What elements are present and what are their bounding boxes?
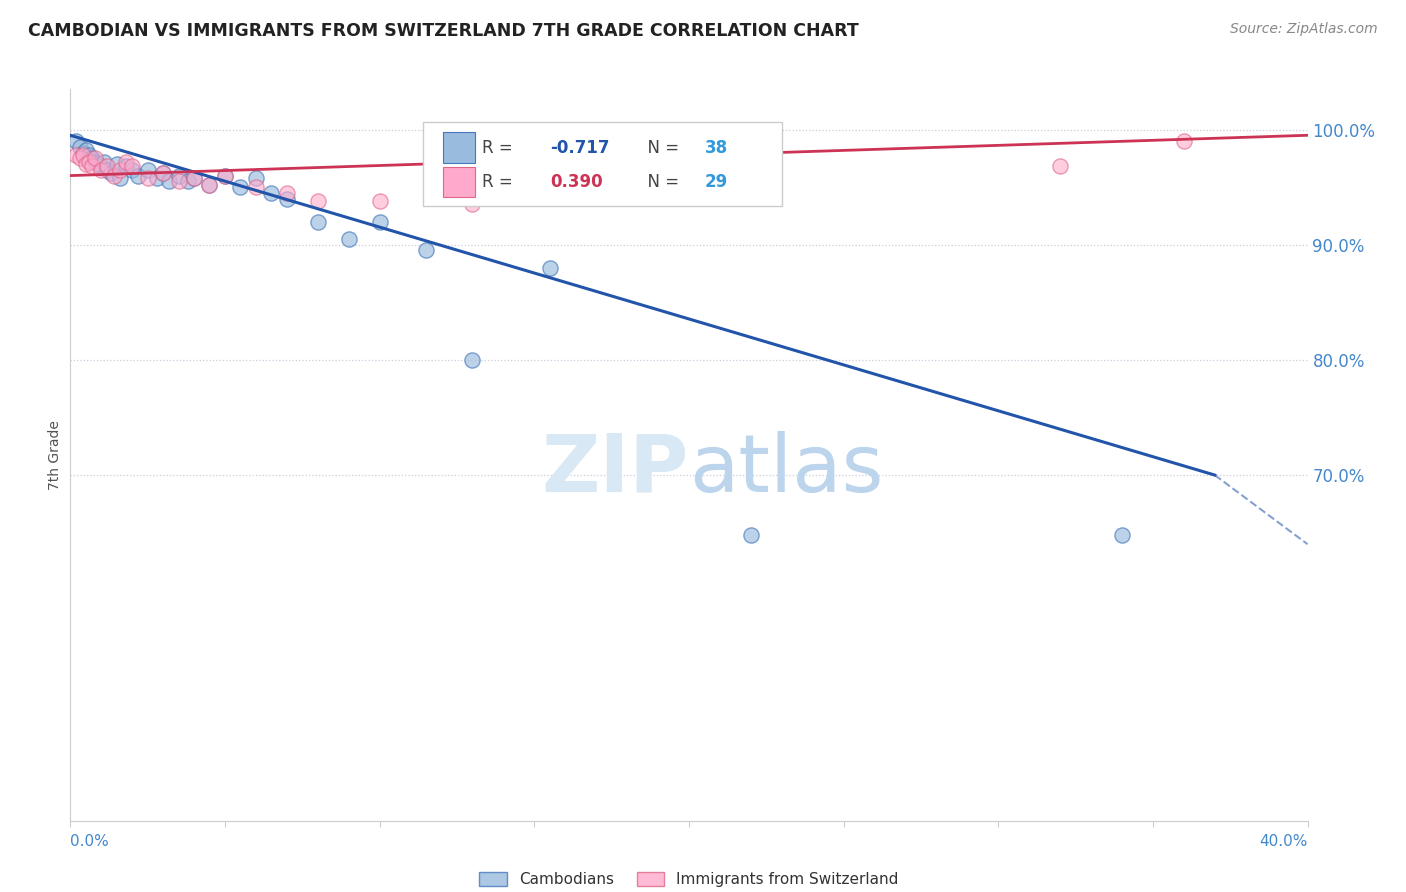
Text: Source: ZipAtlas.com: Source: ZipAtlas.com <box>1230 22 1378 37</box>
Text: 38: 38 <box>704 139 728 157</box>
Point <box>80 160 103 174</box>
Point <box>87 157 110 171</box>
Point <box>90 160 112 174</box>
Text: CAMBODIAN VS IMMIGRANTS FROM SWITZERLAND 7TH GRADE CORRELATION CHART: CAMBODIAN VS IMMIGRANTS FROM SWITZERLAND… <box>28 22 859 40</box>
Point <box>245 180 267 194</box>
Point <box>65 134 87 148</box>
Point <box>96 162 118 177</box>
Point <box>152 166 174 180</box>
Point <box>136 170 159 185</box>
Point <box>554 128 576 143</box>
FancyBboxPatch shape <box>423 122 782 206</box>
Point <box>121 160 143 174</box>
Y-axis label: 7th Grade: 7th Grade <box>48 420 62 490</box>
Point <box>146 170 169 185</box>
Text: 40.0%: 40.0% <box>1260 834 1308 849</box>
Point <box>108 170 131 185</box>
Point <box>740 528 762 542</box>
Point <box>276 186 298 200</box>
Point <box>461 352 484 367</box>
Point <box>80 151 103 165</box>
Point <box>100 166 122 180</box>
Point <box>115 160 138 174</box>
Point <box>75 157 97 171</box>
Point <box>152 166 174 180</box>
Point <box>229 180 252 194</box>
Point <box>167 169 190 183</box>
Text: R =: R = <box>482 139 519 157</box>
Point <box>108 162 131 177</box>
Point <box>307 215 329 229</box>
Text: 0.0%: 0.0% <box>70 834 110 849</box>
Point <box>1173 134 1195 148</box>
Point <box>127 169 149 183</box>
Point <box>84 154 107 169</box>
Legend: Cambodians, Immigrants from Switzerland: Cambodians, Immigrants from Switzerland <box>472 866 905 892</box>
Point <box>183 170 205 185</box>
Point <box>72 148 94 162</box>
Point <box>183 170 205 185</box>
Text: R =: R = <box>482 173 519 191</box>
Point <box>647 128 669 143</box>
Point <box>84 151 107 165</box>
Point <box>214 169 236 183</box>
Point <box>260 186 283 200</box>
Point <box>245 170 267 185</box>
Point <box>136 162 159 177</box>
Text: N =: N = <box>637 139 685 157</box>
Point <box>214 169 236 183</box>
Text: 0.390: 0.390 <box>550 173 603 191</box>
Point <box>1049 160 1071 174</box>
Point <box>307 194 329 208</box>
Text: N =: N = <box>637 173 685 191</box>
Point <box>72 145 94 160</box>
Text: ZIP: ZIP <box>541 431 689 508</box>
FancyBboxPatch shape <box>443 167 475 197</box>
Point <box>103 169 125 183</box>
Point <box>77 154 100 169</box>
Point <box>461 197 484 211</box>
Point <box>90 162 112 177</box>
Point <box>69 151 91 165</box>
Point <box>105 157 128 171</box>
Point <box>198 178 221 192</box>
Point <box>538 260 561 275</box>
Point <box>69 140 91 154</box>
FancyBboxPatch shape <box>443 132 475 163</box>
Text: -0.717: -0.717 <box>550 139 610 157</box>
Point <box>1111 528 1133 542</box>
Point <box>368 194 391 208</box>
Point <box>167 174 190 188</box>
Text: atlas: atlas <box>689 431 883 508</box>
Point <box>93 154 115 169</box>
Point <box>740 128 762 143</box>
Point <box>75 143 97 157</box>
Point <box>337 232 360 246</box>
Point <box>276 192 298 206</box>
Point <box>115 154 138 169</box>
Text: 29: 29 <box>704 173 728 191</box>
Point <box>368 215 391 229</box>
Point <box>96 160 118 174</box>
Point <box>177 174 200 188</box>
Point <box>121 162 143 177</box>
Point <box>65 148 87 162</box>
Point <box>77 148 100 162</box>
Point <box>415 244 437 258</box>
Point <box>157 174 180 188</box>
Point <box>198 178 221 192</box>
